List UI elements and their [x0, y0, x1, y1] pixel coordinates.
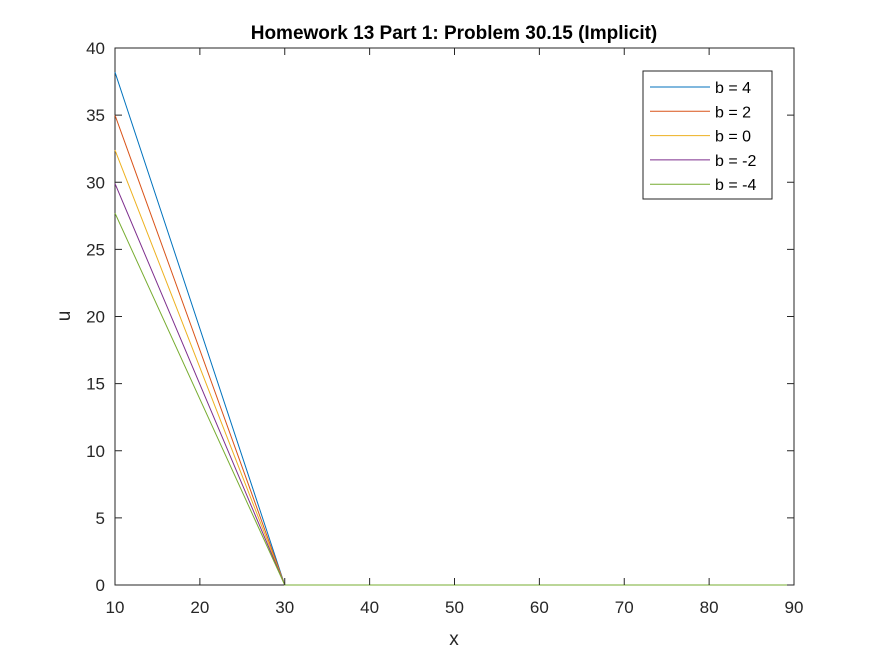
x-tick-label: 60 — [530, 598, 549, 617]
x-axis-label: x — [449, 629, 459, 650]
y-tick-label: 20 — [86, 308, 105, 327]
legend-label: b = 0 — [715, 129, 751, 146]
x-tick-label: 50 — [445, 598, 464, 617]
legend-box — [642, 70, 773, 200]
y-tick-label: 25 — [86, 240, 105, 259]
x-tick-label: 90 — [785, 598, 804, 617]
x-tick-label: 10 — [106, 598, 125, 617]
y-tick-label: 5 — [96, 509, 105, 528]
legend-label: b = -4 — [715, 177, 756, 194]
chart-title: Homework 13 Part 1: Problem 30.15 (Impli… — [251, 23, 658, 44]
x-tick-label: 70 — [615, 598, 634, 617]
x-tick-label: 80 — [700, 598, 719, 617]
legend: b = 4 b = 2 b = 0 b = -2 b = -4 — [642, 70, 773, 200]
y-axis-label: u — [54, 311, 75, 322]
x-tick-label: 40 — [360, 598, 379, 617]
legend-label: b = 4 — [715, 80, 751, 97]
legend-label: b = -2 — [715, 153, 756, 170]
y-tick-label: 0 — [96, 576, 105, 595]
tick-layer: 10 20 30 40 50 60 70 80 90 0 5 10 15 20 25 30 35 40 — [86, 39, 803, 617]
y-tick-label: 15 — [86, 375, 105, 394]
x-tick-label: 30 — [275, 598, 294, 617]
y-tick-label: 35 — [86, 106, 105, 125]
x-tick-label: 20 — [190, 598, 209, 617]
y-tick-label: 10 — [86, 442, 105, 461]
legend-label: b = 2 — [715, 104, 751, 121]
y-tick-label: 40 — [86, 39, 105, 58]
y-tick-label: 30 — [86, 173, 105, 192]
